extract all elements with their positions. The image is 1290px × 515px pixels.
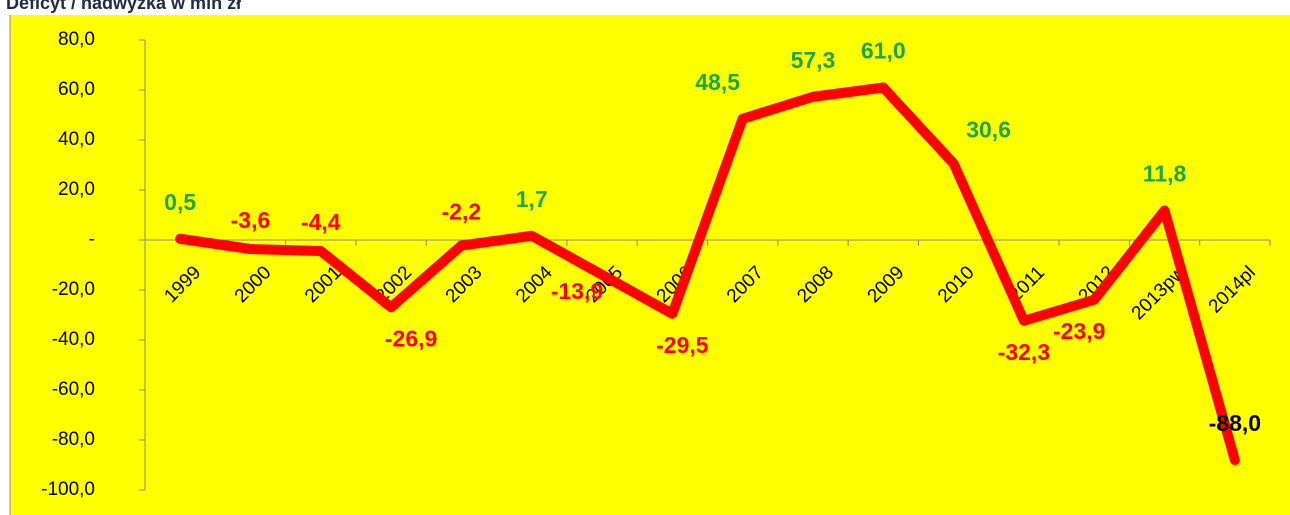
data-label: -26,9 [385,325,437,351]
data-label: -13,9 [551,278,603,304]
data-label: 57,3 [791,47,836,73]
data-label: -88,0 [1209,410,1261,436]
y-tick-label: -40,0 [52,329,95,350]
y-tick-label: - [89,229,95,250]
line [175,82,1240,465]
data-label: 11,8 [1143,161,1187,187]
y-tick-label: 80,0 [58,29,95,50]
y-tick-label: -100,0 [41,479,95,500]
data-label: -32,3 [998,339,1050,365]
y-tick-label: -80,0 [52,429,95,450]
data-label: 30,6 [966,117,1011,143]
data-label: -29,5 [656,332,709,358]
y-tick-label: -20,0 [52,279,95,300]
data-label: -3,6 [231,207,271,233]
data-label: -4,4 [301,209,341,235]
y-tick-label: 60,0 [58,79,95,100]
y-tick-label: 40,0 [58,129,95,150]
chart-title: Deficyt / nadwyżka w mln zł [6,0,241,13]
plot-background [10,15,1290,515]
data-label: 61,0 [861,38,906,64]
data-label: -23,9 [1053,318,1105,344]
data-label: -2,2 [442,199,482,225]
data-label: 1,7 [516,186,548,212]
data-label: 48,5 [695,69,740,95]
y-tick-label: 20,0 [58,179,95,200]
data-label: 0,5 [164,189,196,215]
y-tick-label: -60,0 [52,379,95,400]
